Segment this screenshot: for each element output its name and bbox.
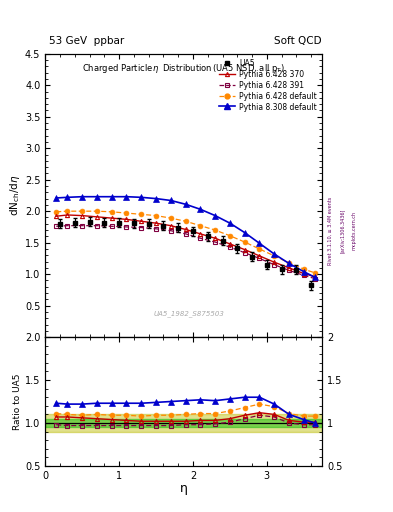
Text: [arXiv:1306.3436]: [arXiv:1306.3436]: [340, 208, 345, 252]
Text: Rivet 3.1.10, ≥ 3.4M events: Rivet 3.1.10, ≥ 3.4M events: [328, 196, 333, 265]
Legend: UA5, Pythia 6.428 370, Pythia 6.428 391, Pythia 6.428 default, Pythia 8.308 defa: UA5, Pythia 6.428 370, Pythia 6.428 391,…: [217, 57, 318, 113]
Bar: [45, 414, 322, 432]
Y-axis label: dN$_{\rm ch}$/d$\eta$: dN$_{\rm ch}$/d$\eta$: [8, 175, 22, 216]
Bar: [45, 419, 322, 428]
Text: mcplots.cern.ch: mcplots.cern.ch: [352, 211, 357, 250]
Y-axis label: Ratio to UA5: Ratio to UA5: [13, 373, 22, 430]
Text: 53 GeV  ppbar: 53 GeV ppbar: [49, 36, 124, 46]
Text: Charged Particle$\,\eta\,$ Distribution$\,$(UA5 NSD, all p$_{\rm T}$): Charged Particle$\,\eta\,$ Distribution$…: [82, 62, 285, 75]
Text: UA5_1982_S875503: UA5_1982_S875503: [154, 311, 225, 317]
Text: Soft QCD: Soft QCD: [274, 36, 321, 46]
X-axis label: η: η: [180, 482, 188, 495]
